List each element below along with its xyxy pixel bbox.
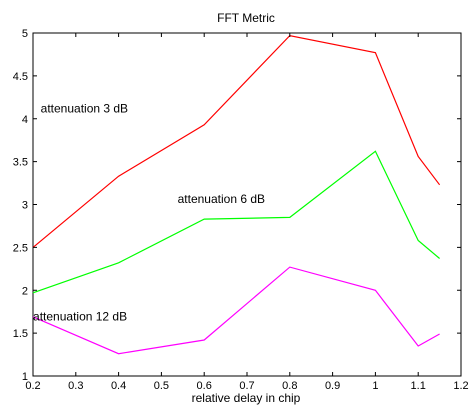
y-axis: 1 1.5 2 2.5 3 3.5 4 4.5 5 [13, 28, 461, 383]
y-tick-label: 1 [22, 371, 28, 383]
y-tick-label: 2.5 [13, 242, 28, 254]
series-line-attenuation-12-db [32, 266, 440, 355]
y-tick-label: 3 [22, 200, 28, 212]
y-tick-label: 5 [22, 28, 28, 40]
x-tick-label: 1.1 [411, 380, 426, 392]
x-tick-label: 0.7 [239, 380, 254, 392]
y-tick-label: 4.5 [13, 71, 28, 83]
annotation-label: attenuation 6 dB [178, 192, 265, 206]
x-tick-label: 0.9 [325, 380, 340, 392]
y-tick-label: 2 [22, 285, 28, 297]
x-tick-label: 0.5 [154, 380, 169, 392]
y-tick-label: 1.5 [13, 328, 28, 340]
annotations: attenuation 3 dB attenuation 6 dB attenuat… [33, 102, 265, 324]
y-tick-label: 4 [22, 114, 28, 126]
x-axis: 0.2 0.3 0.4 0.5 0.6 0.7 0.8 0.9 1 1.1 1.2 [25, 33, 469, 392]
x-tick-label: 0.2 [25, 380, 40, 392]
series-line-attenuation-6-db [32, 150, 440, 294]
x-tick-label: 1 [372, 380, 378, 392]
x-tick-label: 0.8 [282, 380, 297, 392]
series-line-attenuation-3-db [32, 34, 441, 248]
chart-title: FFT Metric [217, 11, 275, 25]
y-tick-label: 3.5 [13, 157, 28, 169]
x-tick-label: 0.4 [111, 380, 126, 392]
annotation-label: attenuation 12 dB [33, 309, 127, 323]
x-axis-label: relative delay in chip [192, 391, 301, 405]
annotation-label: attenuation 3 dB [41, 102, 128, 116]
x-tick-label: 0.6 [197, 380, 212, 392]
x-tick-label: 0.3 [68, 380, 83, 392]
x-tick-label: 1.2 [453, 380, 468, 392]
